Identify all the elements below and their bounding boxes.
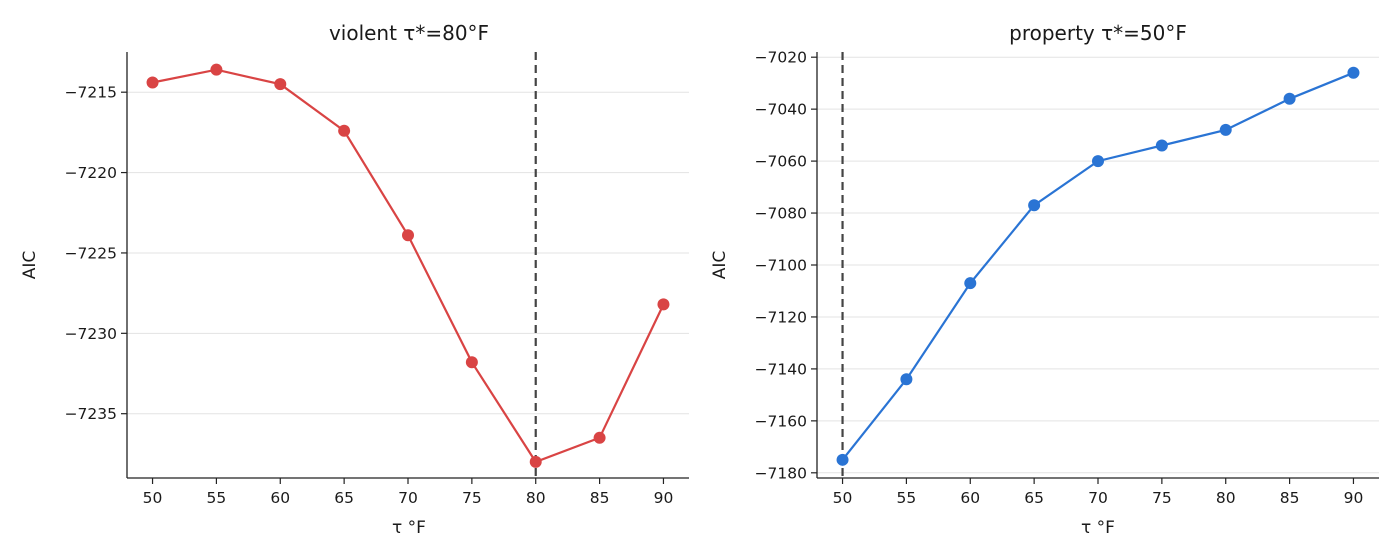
x-tick-label: 80 [1216, 489, 1236, 507]
x-axis-label: τ °F [1081, 518, 1115, 538]
y-tick-label: −7080 [755, 205, 807, 223]
x-tick-label: 85 [590, 489, 610, 507]
data-point [338, 124, 351, 137]
y-tick-label: −7140 [755, 360, 807, 378]
x-tick-label: 70 [398, 489, 418, 507]
chart-title: violent τ*=80°F [329, 21, 489, 45]
x-tick-label: 90 [654, 489, 674, 507]
x-tick-label: 75 [462, 489, 482, 507]
x-tick-label: 80 [526, 489, 546, 507]
x-tick-label: 50 [143, 489, 163, 507]
data-point [465, 356, 478, 369]
y-tick-label: −7235 [65, 405, 117, 423]
data-point [210, 63, 223, 76]
data-point [657, 298, 670, 311]
y-tick-label: −7230 [65, 325, 117, 343]
y-tick-label: −7020 [755, 49, 807, 67]
series-line [841, 71, 1354, 461]
y-tick-label: −7160 [755, 412, 807, 430]
data-point [1219, 123, 1232, 136]
x-tick-label: 60 [270, 489, 290, 507]
y-tick-label: −7225 [65, 244, 117, 262]
y-tick-label: −7215 [65, 84, 117, 102]
x-tick-label: 55 [897, 489, 917, 507]
data-point [836, 453, 849, 466]
x-axis-label: τ °F [392, 518, 426, 538]
y-axis-label: AIC [20, 251, 40, 280]
data-point [1092, 155, 1104, 168]
y-tick-label: −7100 [755, 257, 807, 275]
data-point [1028, 199, 1041, 212]
y-axis-label: AIC [710, 251, 730, 280]
y-tick-label: −7060 [755, 153, 807, 171]
data-point [146, 76, 159, 89]
x-tick-label: 50 [833, 489, 853, 507]
x-tick-label: 55 [207, 489, 227, 507]
data-point [964, 277, 977, 290]
y-tick-label: −7120 [755, 308, 807, 326]
data-point [1283, 92, 1296, 105]
x-tick-label: 65 [334, 489, 354, 507]
x-tick-label: 90 [1344, 489, 1364, 507]
data-point [529, 455, 542, 468]
y-tick-label: −7180 [755, 464, 807, 482]
series-line [152, 68, 665, 464]
x-tick-label: 60 [960, 489, 980, 507]
data-point [1155, 139, 1168, 152]
x-tick-label: 85 [1280, 489, 1300, 507]
y-tick-label: −7220 [65, 164, 117, 182]
chart-violent: violent τ*=80°F τ °F AIC 50 55 60 65 70 75 80 8… [20, 21, 689, 538]
x-tick-label: 70 [1088, 489, 1108, 507]
data-point [1347, 66, 1360, 79]
chart-property: property τ*=50°F τ °F AIC 50 55 60 65 70 75 80… [710, 21, 1379, 538]
y-tick-label: −7040 [755, 101, 807, 119]
data-point [274, 78, 287, 91]
x-tick-label: 65 [1024, 489, 1044, 507]
data-point [900, 373, 913, 386]
x-tick-label: 75 [1152, 489, 1172, 507]
data-point [402, 229, 414, 242]
chart-title: property τ*=50°F [1009, 21, 1187, 45]
data-point [593, 431, 606, 444]
